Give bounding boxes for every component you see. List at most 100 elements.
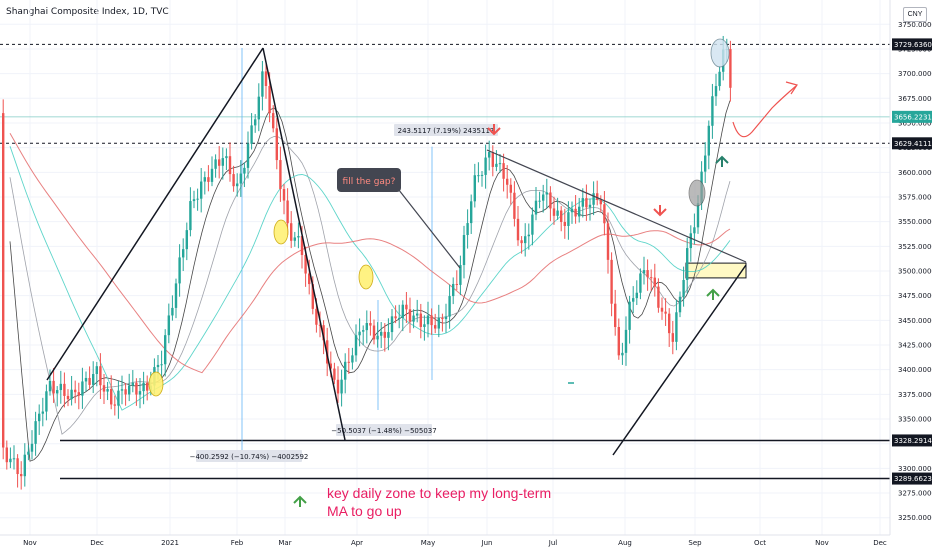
candle-body xyxy=(495,163,498,167)
candle-body xyxy=(441,317,444,320)
callout-box xyxy=(337,168,401,192)
candle-body xyxy=(322,325,325,341)
candle-body xyxy=(351,355,354,363)
candle-body xyxy=(387,332,390,338)
candle-body xyxy=(182,249,185,258)
candle-body xyxy=(534,200,538,215)
note-line-1: key daily zone to keep my long-term xyxy=(327,485,551,501)
price-tick-label: 3400.0000 xyxy=(898,366,932,374)
candle-body xyxy=(369,323,372,326)
price-tick-label: 3500.0000 xyxy=(898,268,932,276)
price-tick-label: 3575.0000 xyxy=(898,193,932,201)
candles xyxy=(2,35,732,490)
price-axis: 3250.00003275.00003300.00003325.00003350… xyxy=(889,0,932,535)
candle-body xyxy=(178,257,181,284)
candle-body xyxy=(203,177,206,182)
candle-body xyxy=(164,335,167,365)
candle-body xyxy=(200,181,203,199)
candle-body xyxy=(210,168,214,182)
candle-body xyxy=(221,158,224,166)
candle-body xyxy=(488,152,491,158)
ma-medium xyxy=(9,136,731,435)
candle-body xyxy=(16,458,19,475)
candle-body xyxy=(74,389,77,393)
time-tick-label: Jul xyxy=(548,539,558,547)
candle-body xyxy=(2,113,5,448)
candle-body xyxy=(664,311,667,314)
candle-body xyxy=(707,125,710,156)
time-tick-label: Aug xyxy=(618,539,632,547)
candle-body xyxy=(524,236,527,244)
candle-body xyxy=(45,391,48,412)
candle-body xyxy=(545,192,548,195)
candle-body xyxy=(192,199,196,202)
yellow-highlight-1 xyxy=(148,371,164,397)
candle-body xyxy=(498,163,502,165)
candle-body xyxy=(20,474,23,477)
candle-body xyxy=(585,198,588,208)
candle-body xyxy=(567,212,570,226)
candle-body xyxy=(693,227,696,234)
gray-highlight xyxy=(688,179,706,207)
candle-body xyxy=(239,173,242,184)
callout-text: fill the gap? xyxy=(343,177,396,187)
time-tick-label: Dec xyxy=(873,539,887,547)
candle-body xyxy=(185,230,188,250)
trend-lines xyxy=(46,47,747,456)
candle-body xyxy=(419,313,422,327)
candle-body xyxy=(257,96,260,120)
note-line-2: MA to go up xyxy=(327,503,402,519)
price-tick-label: 3350.0000 xyxy=(898,416,932,424)
candle-body xyxy=(336,379,340,394)
candle-body xyxy=(167,315,170,336)
price-tick-label: 3275.0000 xyxy=(898,490,932,498)
candle-body xyxy=(228,156,232,175)
candle-body xyxy=(189,201,192,231)
grid xyxy=(0,0,890,535)
candle-body xyxy=(531,214,534,235)
candle-body xyxy=(59,383,62,391)
arrow-up-sep xyxy=(715,155,729,167)
candle-body xyxy=(376,335,379,340)
projection-head xyxy=(785,81,798,95)
candle-body xyxy=(124,389,127,395)
candle-body xyxy=(549,192,552,209)
candle-body xyxy=(207,177,210,182)
candle-body xyxy=(610,259,613,304)
candle-body xyxy=(628,301,631,330)
price-tick-label: 3650.0000 xyxy=(898,119,932,127)
candle-body xyxy=(142,382,145,392)
candle-body xyxy=(380,331,383,336)
zone-box xyxy=(685,262,747,279)
candle-body xyxy=(452,283,455,297)
price-label-bg-0 xyxy=(892,38,932,51)
candle-body xyxy=(347,361,350,363)
candle-body xyxy=(23,454,26,477)
ma-short xyxy=(9,100,731,462)
candle-body xyxy=(668,313,671,334)
candle-body xyxy=(286,200,289,224)
candle-body xyxy=(477,175,480,177)
candle-body xyxy=(282,189,286,201)
time-tick-label: May xyxy=(421,539,435,547)
candle-body xyxy=(27,451,30,455)
candle-body xyxy=(383,331,386,338)
measure-label-left-bg xyxy=(196,450,302,462)
candle-body xyxy=(135,382,138,395)
measure-label-left: −400.2592 (−10.74%) −4002592 xyxy=(190,453,309,461)
arrow-up-note xyxy=(293,495,307,507)
candle-body xyxy=(34,421,37,444)
candle-body xyxy=(236,183,239,187)
time-tick-label: Feb xyxy=(231,539,244,547)
price-tick-label: 3700.0000 xyxy=(898,70,932,78)
price-label-1: 3656.2231 xyxy=(894,113,932,121)
candle-body xyxy=(88,377,91,385)
candle-body xyxy=(689,233,692,249)
candle-body xyxy=(362,330,365,332)
time-tick-label: Oct xyxy=(754,539,766,547)
candle-body xyxy=(275,128,278,161)
projection-path xyxy=(732,85,797,138)
candle-body xyxy=(30,443,34,452)
currency-badge[interactable]: CNY xyxy=(903,7,927,22)
